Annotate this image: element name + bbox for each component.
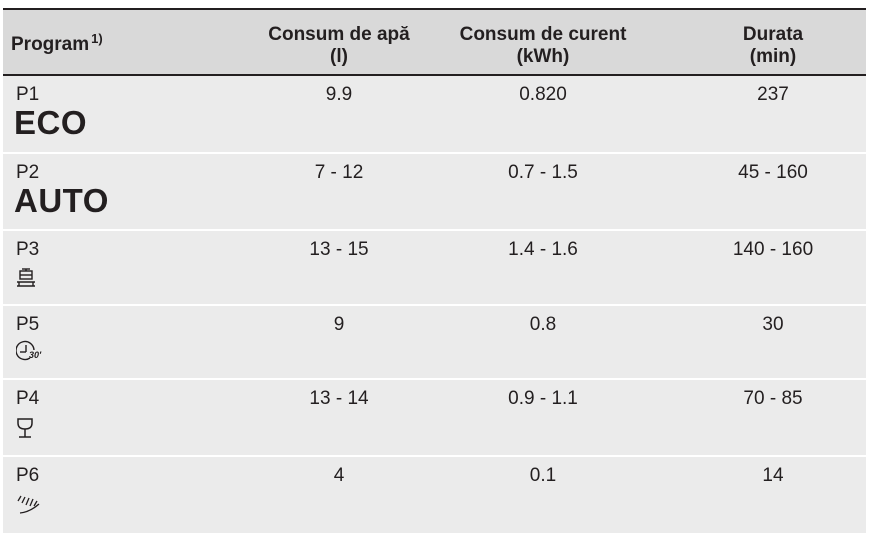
header-power: Consum de curent (kWh): [459, 24, 627, 67]
program-eco-label: ECO: [14, 104, 88, 141]
water-value: 7 - 12: [314, 162, 364, 183]
footnote-marker: 1): [91, 31, 103, 46]
program-code: P4: [16, 388, 40, 409]
power-value: 1.4 - 1.6: [508, 239, 578, 260]
program-code: P2: [16, 162, 40, 183]
water-value: 13 - 15: [309, 239, 369, 260]
svg-text:30′: 30′: [29, 350, 42, 360]
table-row: P6 4 0.1 14: [3, 457, 866, 533]
table-header: Program 1) Consum de apă (l) Consum de cur…: [3, 8, 866, 76]
duration-value: 30: [762, 314, 784, 335]
timer-30-min-icon: 30′: [16, 340, 42, 361]
table-row: P1 ECO 9.9 0.820 237: [3, 76, 866, 154]
header-program: Program 1): [11, 31, 103, 55]
duration-value: 14: [762, 465, 784, 486]
program-code: P3: [16, 239, 40, 260]
program-auto-label: AUTO: [14, 182, 109, 219]
water-value: 4: [333, 465, 345, 486]
power-value: 0.7 - 1.5: [508, 162, 578, 183]
table-row: P5 30′ 9 0.8 30: [3, 306, 866, 380]
duration-value: 70 - 85: [743, 388, 803, 409]
power-value: 0.820: [519, 84, 567, 105]
wine-glass-icon: [17, 418, 33, 438]
pots-pans-icon: [17, 268, 35, 287]
duration-value: 45 - 160: [738, 162, 808, 183]
program-code: P1: [16, 84, 40, 105]
power-value: 0.9 - 1.1: [508, 388, 578, 409]
rinse-spray-icon: [17, 495, 40, 514]
table-row: P4 13 - 14 0.9 - 1.1 70 - 85: [3, 380, 866, 457]
header-water: Consum de apă (l): [268, 24, 410, 67]
consumption-table: Program 1) Consum de apă (l) Consum de cur…: [3, 8, 866, 533]
water-value: 9.9: [325, 84, 353, 105]
water-value: 13 - 14: [309, 388, 369, 409]
power-value: 0.1: [529, 465, 557, 486]
power-value: 0.8: [529, 314, 557, 335]
water-value: 9: [333, 314, 345, 335]
table-row: P2 AUTO 7 - 12 0.7 - 1.5 45 - 160: [3, 154, 866, 231]
duration-value: 237: [757, 84, 789, 105]
duration-value: 140 - 160: [732, 239, 814, 260]
program-code: P6: [16, 465, 40, 486]
header-duration: Durata (min): [742, 24, 804, 67]
table-row: P3 13 - 15 1.4 - 1.6 140 - 160: [3, 231, 866, 306]
program-code: P5: [16, 314, 40, 335]
